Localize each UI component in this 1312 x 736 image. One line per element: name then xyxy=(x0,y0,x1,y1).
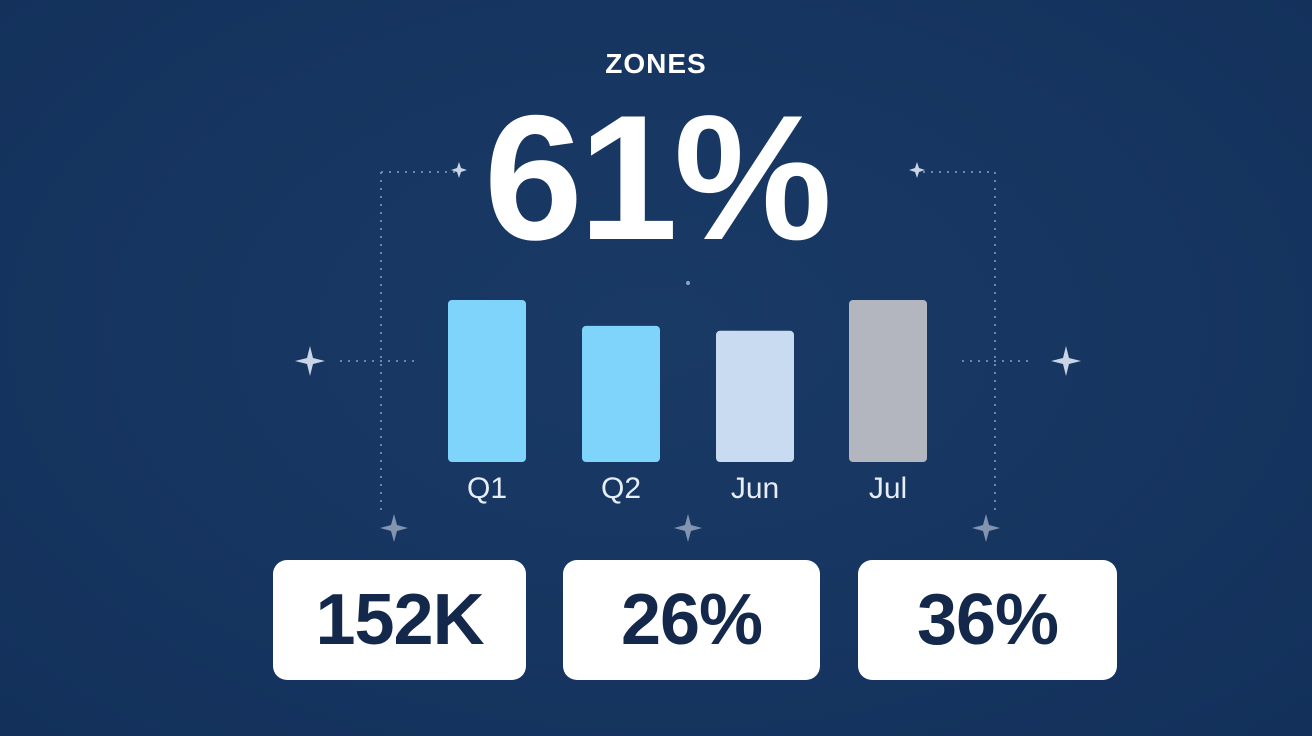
stat-value: 152K xyxy=(315,580,484,660)
section-label: ZONES xyxy=(605,48,707,79)
sparkle-group-muted xyxy=(380,514,1000,542)
category-label-jun: Jun xyxy=(730,472,780,505)
bar-jul xyxy=(849,300,927,462)
sparkle-icon xyxy=(295,346,325,376)
center-dot xyxy=(686,281,690,285)
sparkle-group xyxy=(295,162,1081,376)
stat-value: 36% xyxy=(916,580,1059,660)
category-label-jul: Jul xyxy=(868,472,908,505)
bar-jun xyxy=(716,330,794,462)
bar-series xyxy=(448,300,927,462)
category-label-q2: Q2 xyxy=(600,472,642,505)
sparkle-icon xyxy=(451,162,467,178)
headline-percentage: 61% xyxy=(483,78,832,277)
stat-card-2: 26% xyxy=(563,560,820,680)
category-label-q1: Q1 xyxy=(466,472,508,505)
stat-card-1: 152K xyxy=(273,560,526,680)
sparkle-icon xyxy=(380,514,408,542)
sparkle-icon xyxy=(674,514,702,542)
dotted-connectors xyxy=(340,171,1030,510)
sparkle-icon xyxy=(909,162,925,178)
bar-q2 xyxy=(582,325,660,462)
stat-card-3: 36% xyxy=(858,560,1117,680)
stat-value: 26% xyxy=(620,580,763,660)
sparkle-icon xyxy=(972,514,1000,542)
sparkle-icon xyxy=(1051,346,1081,376)
bar-q1 xyxy=(448,300,526,462)
